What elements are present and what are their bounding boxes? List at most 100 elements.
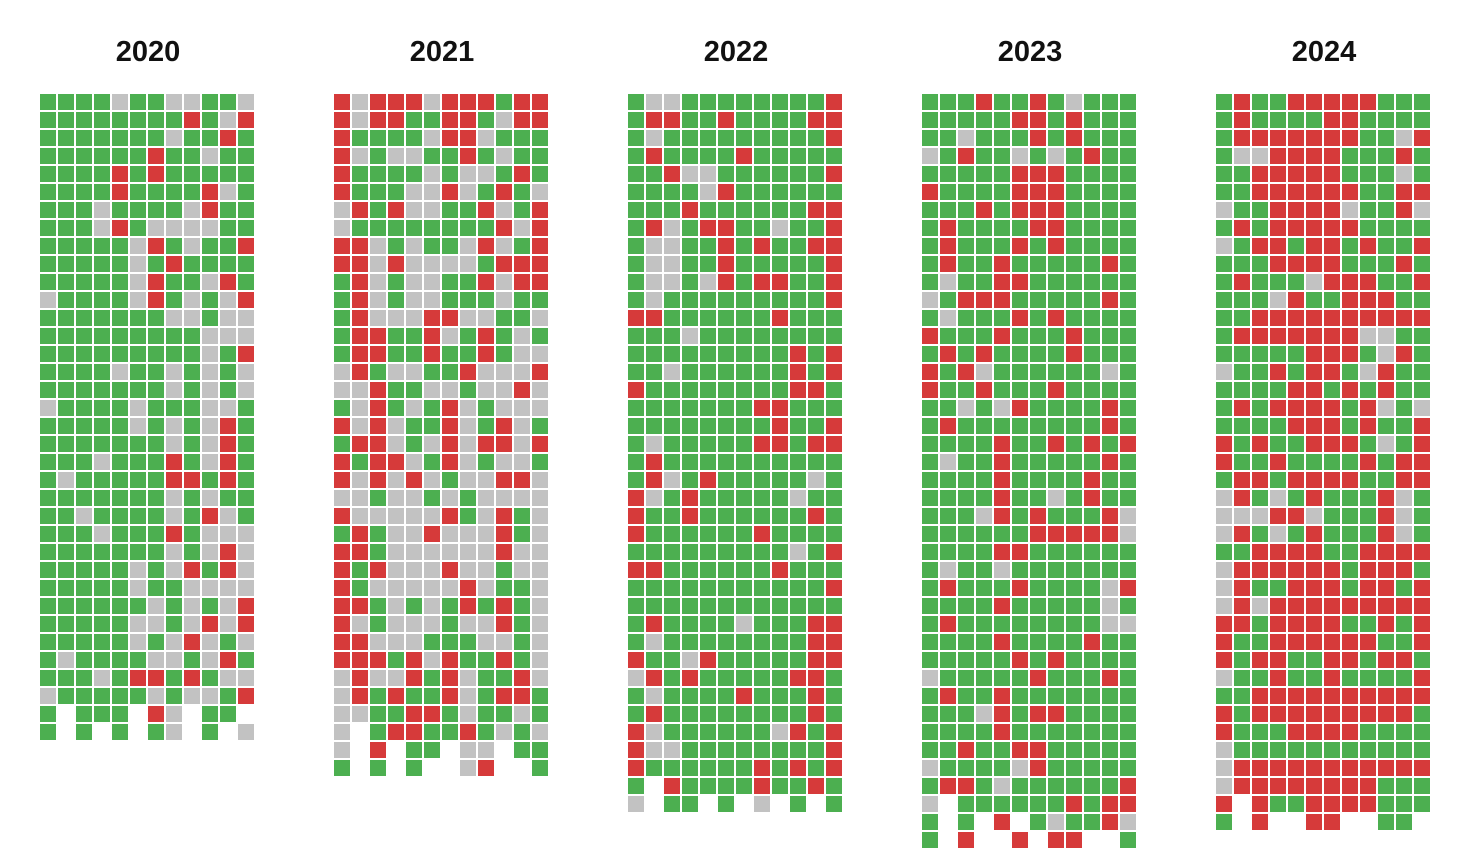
calendar-cell-red (1234, 616, 1250, 632)
calendar-cell-green (40, 436, 56, 452)
calendar-cell-red (388, 724, 404, 740)
calendar-cell-red (826, 580, 842, 596)
calendar-cell-gray (532, 346, 548, 362)
calendar-cell-red (1360, 688, 1376, 704)
calendar-cell-green (370, 490, 386, 506)
calendar-cell-green (40, 220, 56, 236)
calendar-cell-red (1252, 130, 1268, 146)
calendar-cell-green (202, 292, 218, 308)
calendar-cell-green (1378, 112, 1394, 128)
calendar-cell-green (1084, 724, 1100, 740)
calendar-cell-gray (1342, 202, 1358, 218)
calendar-cell-gray (424, 94, 440, 110)
calendar-cell-green (76, 418, 92, 434)
calendar-cell-red (496, 544, 512, 560)
calendar-cell-green (1234, 688, 1250, 704)
calendar-cell-green (1048, 364, 1064, 380)
calendar-cell-green (1030, 544, 1046, 560)
calendar-cell-red (1342, 598, 1358, 614)
calendar-cell-red (1360, 238, 1376, 254)
calendar-cell-green (976, 328, 992, 344)
calendar-cell-green (790, 436, 806, 452)
calendar-cell-red (1216, 706, 1232, 722)
calendar-cell-red (994, 724, 1010, 740)
calendar-cell-gray (1048, 148, 1064, 164)
calendar-cell-gray (406, 490, 422, 506)
calendar-cell-red (826, 130, 842, 146)
calendar-cell-red (1288, 310, 1304, 326)
calendar-cell-green (1084, 652, 1100, 668)
calendar-cell-green (1252, 256, 1268, 272)
calendar-cell-green (1030, 238, 1046, 254)
calendar-cell-green (754, 562, 770, 578)
calendar-cell-green (94, 634, 110, 650)
calendar-cell-gray (130, 580, 146, 596)
calendar-cell-green (1378, 670, 1394, 686)
calendar-cell-green (130, 166, 146, 182)
calendar-cell-red (1342, 184, 1358, 200)
calendar-cell-gray (496, 724, 512, 740)
calendar-cell-red (1120, 580, 1136, 596)
calendar-cell-red (496, 508, 512, 524)
calendar-cell-green (94, 328, 110, 344)
calendar-cell-green (940, 292, 956, 308)
calendar-cell-red (1270, 130, 1286, 146)
calendar-cell-green (1414, 508, 1430, 524)
calendar-cell-green (112, 508, 128, 524)
calendar-cell-red (1270, 454, 1286, 470)
calendar-cell-green (646, 184, 662, 200)
calendar-cell-green (994, 418, 1010, 434)
calendar-cell-gray (1360, 328, 1376, 344)
calendar-cell-green (94, 112, 110, 128)
calendar-cell-green (352, 580, 368, 596)
calendar-cell-green (460, 202, 476, 218)
calendar-cell-red (1342, 292, 1358, 308)
calendar-cell-green (1066, 184, 1082, 200)
calendar-cell-green (958, 616, 974, 632)
calendar-cell-green (1342, 580, 1358, 596)
calendar-cell-green (1414, 778, 1430, 794)
calendar-cell-green (976, 598, 992, 614)
calendar-cell-red (1306, 490, 1322, 506)
calendar-cell-green (808, 400, 824, 416)
calendar-cell-red (826, 652, 842, 668)
calendar-cell-red (352, 310, 368, 326)
calendar-cell-green (772, 238, 788, 254)
calendar-cell-green (460, 328, 476, 344)
calendar-cell-green (1084, 130, 1100, 146)
calendar-cell-gray (334, 724, 350, 740)
calendar-cell-green (334, 346, 350, 362)
calendar-cell-red (1324, 472, 1340, 488)
calendar-cell-green (772, 598, 788, 614)
calendar-cell-green (130, 202, 146, 218)
calendar-cell-red (184, 634, 200, 650)
calendar-cell-green (1012, 526, 1028, 542)
calendar-cell-green (496, 706, 512, 722)
calendar-cell-green (388, 274, 404, 290)
calendar-cell-green (958, 94, 974, 110)
calendar-cell-green (976, 472, 992, 488)
calendar-cell-red (370, 436, 386, 452)
calendar-cell-red (1414, 544, 1430, 560)
calendar-cell-green (718, 94, 734, 110)
calendar-cell-green (478, 112, 494, 128)
calendar-cell-red (1012, 202, 1028, 218)
calendar-cell-green (184, 166, 200, 182)
calendar-cell-green (1120, 742, 1136, 758)
calendar-cell-green (76, 202, 92, 218)
calendar-cell-red (352, 598, 368, 614)
calendar-cell-green (922, 454, 938, 470)
calendar-cell-green (628, 688, 644, 704)
calendar-cell-green (1270, 112, 1286, 128)
calendar-cell-green (646, 652, 662, 668)
calendar-cell-green (442, 238, 458, 254)
calendar-cell-red (1324, 652, 1340, 668)
calendar-cell-gray (202, 220, 218, 236)
calendar-cell-gray (202, 400, 218, 416)
calendar-cell-green (1030, 472, 1046, 488)
calendar-cell-red (406, 706, 422, 722)
calendar-cell-green (1216, 184, 1232, 200)
calendar-cell-red (238, 112, 254, 128)
calendar-cell-red (1306, 814, 1322, 830)
calendar-cell-green (1048, 796, 1064, 812)
